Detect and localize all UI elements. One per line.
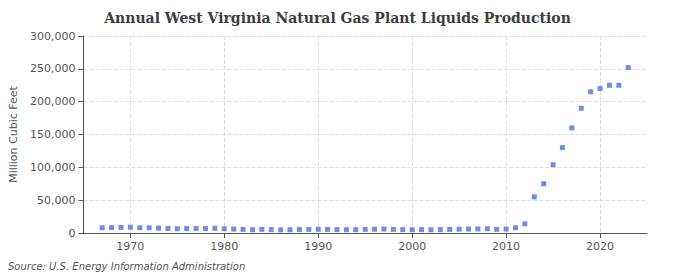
svg-text:250,000: 250,000 — [30, 62, 76, 75]
svg-text:1970: 1970 — [116, 240, 144, 253]
svg-text:Source: U.S. Energy Informatio: Source: U.S. Energy Information Administ… — [8, 261, 245, 272]
svg-text:2020: 2020 — [586, 240, 614, 253]
svg-text:2000: 2000 — [398, 240, 426, 253]
svg-text:0: 0 — [68, 227, 75, 240]
svg-text:1990: 1990 — [304, 240, 332, 253]
svg-text:Million Cubic Feet: Million Cubic Feet — [7, 85, 20, 182]
svg-text:150,000: 150,000 — [30, 128, 76, 141]
svg-text:Annual West Virginia Natural G: Annual West Virginia Natural Gas Plant L… — [103, 10, 571, 26]
svg-text:300,000: 300,000 — [30, 30, 76, 43]
svg-text:100,000: 100,000 — [30, 161, 76, 174]
svg-text:200,000: 200,000 — [30, 95, 76, 108]
svg-text:1980: 1980 — [210, 240, 238, 253]
svg-text:50,000: 50,000 — [37, 194, 76, 207]
svg-text:2010: 2010 — [492, 240, 520, 253]
